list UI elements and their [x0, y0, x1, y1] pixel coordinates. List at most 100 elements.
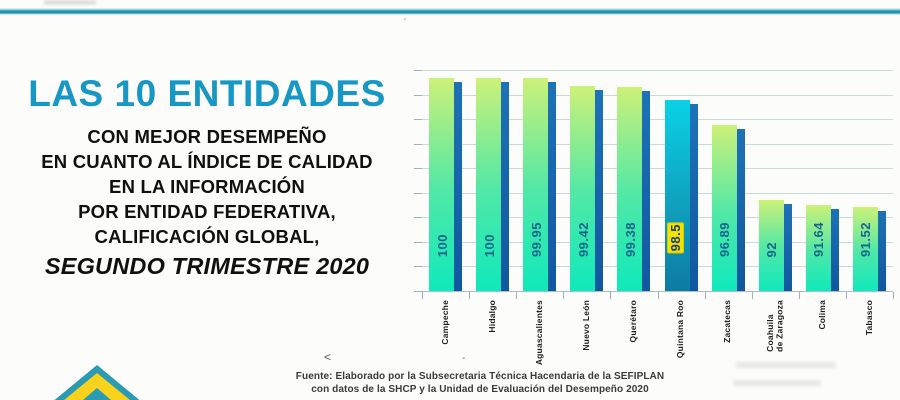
category-label: Campeche [439, 300, 450, 345]
gridline [422, 119, 893, 120]
stray-mark-quote: ' [404, 17, 406, 28]
category-label-slot: Quintana Roo [657, 300, 704, 362]
bar: 99.38 [617, 87, 643, 291]
bar-slot: 100 [422, 70, 469, 291]
value-label: 91.64 [811, 221, 827, 257]
faint-watermark-line-2 [733, 380, 821, 386]
category-label-slot: Zacatecas [705, 300, 752, 362]
y-tick [414, 119, 422, 120]
bar-shadow [877, 211, 886, 291]
subtitle-line-4: POR ENTIDAD FEDERATIVA, [78, 201, 336, 222]
faint-watermark-line-1 [736, 362, 836, 368]
y-tick [414, 193, 422, 194]
category-label: Coahuila de Zaragoza [764, 300, 785, 352]
x-tick [610, 292, 612, 299]
x-axis-labels: Campeche Hidalgo Aguascalientes Nuevo León Q… [422, 300, 893, 366]
y-tick [414, 95, 422, 96]
page-title: LAS 10 ENTIDADES [28, 73, 386, 114]
y-tick [414, 168, 422, 169]
x-tick [563, 292, 565, 299]
y-tick [414, 70, 422, 71]
bar: 100 [429, 78, 455, 291]
bar-shadow [642, 91, 651, 291]
x-axis-ticks [422, 292, 894, 299]
x-tick [704, 292, 706, 299]
bar-shadow [736, 129, 745, 291]
bar-slot: 98.5 [657, 70, 704, 291]
bar-slot: 99.95 [516, 70, 563, 291]
subtitle-line-3: EN LA INFORMACIÓN [109, 176, 305, 197]
gridline [422, 95, 893, 96]
category-label-slot: Tabasco [846, 300, 893, 362]
bar-slot: 91.64 [799, 70, 846, 291]
bar-slot: 99.42 [563, 70, 610, 291]
y-tick [414, 291, 422, 292]
value-label: 96.89 [717, 221, 733, 257]
x-tick [516, 292, 518, 299]
bar-chart-plot-area: 100 100 99.95 99.42 99.38 98.5 96.89 92 91.64 91.… [414, 70, 893, 292]
y-tick [414, 266, 422, 267]
subtitle-line-2: EN CUANTO AL ÍNDICE DE CALIDAD [41, 151, 373, 172]
category-label: Colima [816, 300, 827, 330]
value-label: 100 [481, 233, 497, 257]
bar: 91.52 [852, 207, 878, 291]
subtitle-line-1: CON MEJOR DESEMPEÑO [87, 126, 327, 147]
category-label-slot: Hidalgo [469, 300, 516, 362]
category-label-slot: Campeche [422, 300, 469, 362]
x-tick [657, 292, 659, 299]
category-label-slot: Aguascalientes [516, 300, 563, 366]
value-label: 99.42 [575, 221, 591, 257]
category-label-slot: Coahuila de Zaragoza [752, 300, 799, 362]
x-tick [422, 292, 423, 299]
value-label: 99.38 [622, 221, 638, 257]
bar: 92 [758, 200, 784, 291]
x-tick [751, 292, 753, 299]
source-footer: Fuente: Elaborado por la Subsecretaria T… [230, 371, 730, 396]
bar: 91.64 [805, 205, 831, 291]
category-label: Zacatecas [722, 300, 733, 343]
gridline [422, 217, 893, 218]
bar-shadow [783, 204, 792, 291]
value-label: 100 [434, 233, 450, 257]
bar-shadow [595, 90, 604, 291]
category-label-slot: Colima [799, 300, 846, 362]
bar-slot: 96.89 [705, 70, 752, 291]
title-block: LAS 10 ENTIDADES CON MEJOR DESEMPEÑO EN … [6, 74, 408, 281]
value-label: 92 [764, 241, 780, 257]
category-label: Quintana Roo [675, 300, 686, 359]
category-label-slot: Querétaro [610, 300, 657, 362]
x-axis-line [422, 291, 893, 292]
bar-shadow [689, 104, 698, 291]
subtitle-emphasis: SEGUNDO TRIMESTRE 2020 [44, 253, 370, 279]
source-line-2: con datos de la SHCP y la Unidad de Eval… [311, 383, 649, 395]
value-label: 91.52 [858, 221, 874, 257]
y-tick [414, 144, 422, 145]
y-tick [414, 217, 422, 218]
category-label: Querétaro [628, 300, 639, 343]
bar-slot: 92 [752, 70, 799, 291]
bar: 99.42 [570, 86, 596, 291]
teal-divider-rule [0, 8, 900, 15]
stray-mark-dash: - [462, 353, 466, 364]
gridline [422, 144, 893, 145]
category-label: Aguascalientes [533, 300, 544, 366]
bar: 100 [476, 78, 502, 291]
gridline [422, 242, 893, 243]
chevron-logo [54, 365, 140, 400]
y-tick [414, 242, 422, 243]
bar: 96.89 [711, 125, 737, 291]
bar-highlighted: 98.5 [664, 100, 690, 291]
bar-shadow [454, 82, 463, 291]
bar-shadow [548, 82, 557, 291]
x-tick [893, 292, 894, 299]
bars-container: 100 100 99.95 99.42 99.38 98.5 96.89 92 91.64 91.… [422, 70, 893, 291]
gridline [422, 70, 893, 71]
x-tick [845, 292, 847, 299]
subtitle-line-5: CALIFICACIÓN GLOBAL, [94, 226, 320, 247]
source-line-1: Fuente: Elaborado por la Subsecretaria T… [295, 371, 665, 382]
bar-shadow [501, 82, 510, 291]
bar-slot: 99.38 [610, 70, 657, 291]
gridline [422, 266, 893, 267]
value-label: 99.95 [528, 221, 544, 257]
value-label-highlighted: 98.5 [667, 221, 685, 253]
